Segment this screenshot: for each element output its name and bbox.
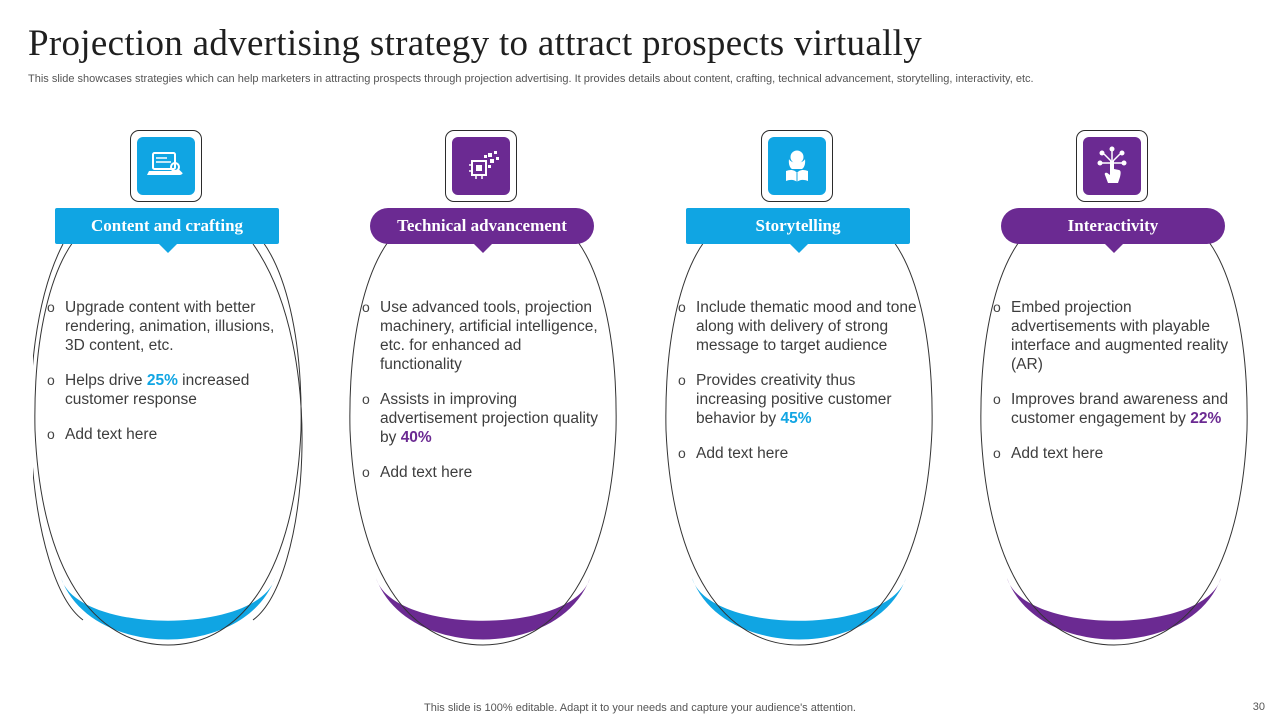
touch-network-icon [1083,137,1141,195]
strategy-card-content: Content and crafting Upgrade content wit… [33,130,303,660]
icon-frame [445,130,517,202]
strategy-card-interactivity: Interactivity Embed projection advertise… [979,130,1249,660]
card-bullets: Upgrade content with better rendering, a… [47,298,287,460]
strategy-card-technical: Technical advancement Use advanced tools… [348,130,618,660]
icon-frame [1076,130,1148,202]
page-number: 30 [1252,701,1265,713]
card-outline [665,241,933,646]
page-subtitle: This slide showcases strategies which ca… [28,73,1034,85]
list-item: Embed projection advertisements with pla… [993,298,1233,374]
card-heading: Interactivity [1001,208,1225,253]
list-item: Add text here [993,444,1233,463]
list-item: Assists in improving advertisement proje… [362,390,602,447]
list-item: Include thematic mood and tone along wit… [678,298,918,355]
list-item: Add text here [47,425,287,444]
card-outline [349,241,617,646]
card-bullets: Include thematic mood and tone along wit… [678,298,918,479]
card-heading: Technical advancement [370,208,594,253]
reader-woman-icon [768,137,826,195]
footer-note: This slide is 100% editable. Adapt it to… [424,702,856,714]
icon-frame [130,130,202,202]
card-outline [33,241,303,646]
card-bullets: Embed projection advertisements with pla… [993,298,1233,479]
list-item: Improves brand awareness and customer en… [993,390,1233,428]
list-item: Provides creativity thus increasing posi… [678,371,918,428]
strategy-card-storytelling: Storytelling Include thematic mood and t… [664,130,934,660]
card-bullets: Use advanced tools, projection machinery… [362,298,602,498]
icon-frame [761,130,833,202]
list-item: Helps drive 25% increased customer respo… [47,371,287,409]
chip-pixels-icon [452,137,510,195]
card-outline [980,241,1248,646]
card-heading: Storytelling [686,208,910,253]
list-item: Add text here [678,444,918,463]
list-item: Add text here [362,463,602,482]
list-item: Upgrade content with better rendering, a… [47,298,287,355]
page-title: Projection advertising strategy to attra… [28,23,923,64]
laptop-search-icon [137,137,195,195]
card-heading: Content and crafting [55,208,279,253]
list-item: Use advanced tools, projection machinery… [362,298,602,374]
